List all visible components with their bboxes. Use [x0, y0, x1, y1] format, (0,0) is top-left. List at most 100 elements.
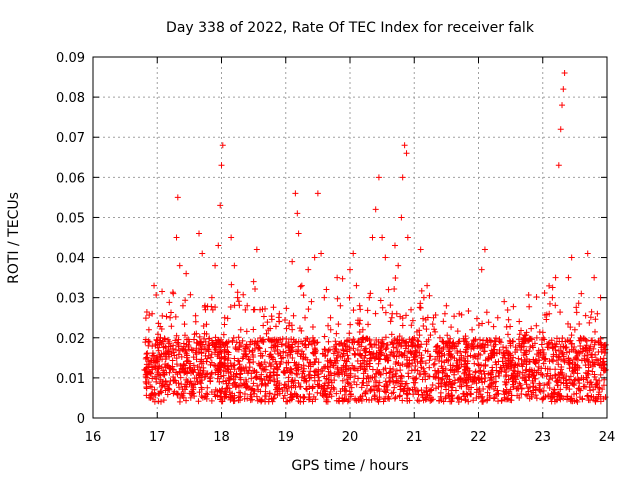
data-point	[416, 398, 423, 405]
data-point	[382, 378, 389, 385]
data-point	[225, 374, 232, 381]
data-point	[397, 313, 404, 320]
data-point	[282, 342, 289, 349]
data-point	[276, 318, 283, 325]
data-point	[356, 302, 363, 309]
data-point	[183, 376, 190, 383]
data-point	[324, 363, 331, 370]
data-point	[568, 346, 575, 353]
data-point	[594, 310, 601, 317]
data-point	[505, 376, 512, 383]
data-point	[403, 390, 410, 397]
data-point	[526, 358, 533, 365]
data-point	[557, 386, 564, 393]
data-point	[516, 331, 523, 338]
data-point	[571, 366, 578, 373]
data-point	[331, 386, 338, 393]
data-point	[506, 337, 513, 344]
data-point	[261, 359, 268, 366]
data-point	[212, 304, 219, 311]
y-axis-ticks: 0 0.01 0.02 0.03 0.04 0.05 0.06 0.07 0.08 0.09	[56, 51, 607, 427]
data-point	[569, 340, 576, 347]
data-point	[189, 366, 196, 373]
data-point	[341, 340, 348, 347]
data-point	[434, 349, 441, 356]
data-point	[145, 358, 152, 365]
data-point	[574, 398, 581, 405]
data-point	[166, 299, 173, 306]
data-point	[488, 381, 495, 388]
data-point	[568, 395, 575, 402]
data-point	[211, 349, 218, 356]
data-point	[293, 367, 300, 374]
data-point	[191, 336, 198, 343]
data-point	[555, 162, 562, 169]
data-point	[212, 341, 219, 348]
data-point	[518, 327, 525, 334]
data-point	[473, 315, 480, 322]
data-point	[289, 326, 296, 333]
data-point	[412, 348, 419, 355]
data-point	[312, 368, 319, 375]
data-point	[288, 336, 295, 343]
data-point	[153, 378, 160, 385]
data-point	[350, 336, 357, 343]
data-point	[599, 386, 606, 393]
data-point	[301, 377, 308, 384]
data-point	[553, 351, 560, 358]
data-point	[275, 386, 282, 393]
data-point	[237, 342, 244, 349]
data-point	[528, 325, 535, 332]
data-point	[372, 206, 379, 213]
data-point	[146, 312, 153, 319]
data-point	[505, 357, 512, 364]
data-point	[165, 336, 172, 343]
data-point	[486, 392, 493, 399]
data-point	[234, 357, 241, 364]
data-point	[438, 352, 445, 359]
data-point	[588, 379, 595, 386]
data-point	[152, 342, 159, 349]
data-point	[347, 321, 354, 328]
data-point	[338, 367, 345, 374]
data-point	[387, 368, 394, 375]
data-point	[222, 355, 229, 362]
data-point	[458, 352, 465, 359]
data-point	[455, 365, 462, 372]
data-point	[346, 330, 353, 337]
data-point	[155, 347, 162, 354]
data-point	[408, 350, 415, 357]
data-point	[444, 342, 451, 349]
data-point	[561, 70, 568, 77]
data-point	[305, 363, 312, 370]
data-point	[193, 330, 200, 337]
data-point	[560, 343, 567, 350]
data-point	[266, 369, 273, 376]
data-point	[479, 320, 486, 327]
data-point	[141, 366, 148, 373]
data-point	[362, 349, 369, 356]
data-point	[426, 373, 433, 380]
data-point	[155, 320, 162, 327]
data-point	[595, 337, 602, 344]
data-point	[573, 390, 580, 397]
data-point	[389, 340, 396, 347]
data-point	[224, 384, 231, 391]
y-tick-label: 0.04	[56, 252, 85, 267]
data-point	[327, 369, 334, 376]
data-point	[178, 353, 185, 360]
data-point	[367, 374, 374, 381]
data-point	[177, 369, 184, 376]
data-point	[272, 342, 279, 349]
data-point	[473, 394, 480, 401]
data-point	[312, 358, 319, 365]
data-point	[212, 363, 219, 370]
data-point	[208, 294, 215, 301]
data-point	[305, 394, 312, 401]
data-point	[470, 397, 477, 404]
data-point	[213, 366, 220, 373]
data-point	[240, 291, 247, 298]
data-point	[493, 361, 500, 368]
data-point	[335, 321, 342, 328]
data-point	[285, 359, 292, 366]
